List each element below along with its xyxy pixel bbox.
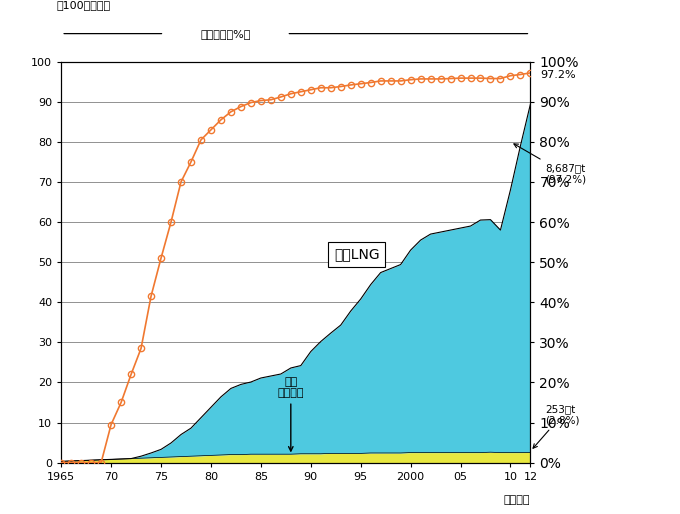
Text: 輸入LNG: 輸入LNG (334, 247, 379, 261)
Text: 国産
天然ガス: 国産 天然ガス (277, 377, 304, 451)
Text: （100万トン）: （100万トン） (56, 0, 111, 10)
Text: 8,687万t
(97.2%): 8,687万t (97.2%) (514, 144, 586, 185)
Text: 253万t
(2.8%): 253万t (2.8%) (533, 403, 580, 448)
Text: 97.2%: 97.2% (541, 69, 576, 80)
Text: 輸入比率（%）: 輸入比率（%） (200, 29, 251, 39)
Text: （年度）: （年度） (504, 494, 530, 505)
